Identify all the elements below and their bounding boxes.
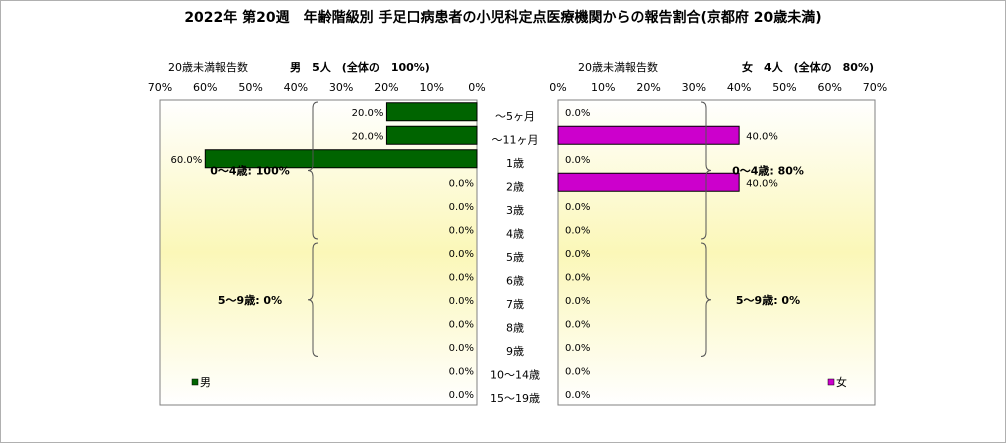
category-label: 6歳 xyxy=(506,274,524,287)
left-tick-label: 60% xyxy=(193,81,217,94)
right-data-label: 0.0% xyxy=(565,296,590,307)
right-data-label: 0.0% xyxy=(565,343,590,354)
right-tick-label: 30% xyxy=(682,81,706,94)
right-legend-swatch xyxy=(827,378,835,386)
left-annotation-5-9: 5～9歳: 0% xyxy=(218,293,282,307)
left-annotation-0-4: 0～4歳: 100% xyxy=(210,164,290,178)
left-brace-0-4 xyxy=(307,101,319,240)
left-header-total: 男 5人 (全体の 100%) xyxy=(290,60,430,74)
left-data-label: 20.0% xyxy=(352,108,384,119)
left-tick-label: 40% xyxy=(284,81,308,94)
left-bar xyxy=(204,149,478,169)
left-tick-label: 0% xyxy=(468,81,485,94)
left-tick-label: 10% xyxy=(419,81,443,94)
right-header-total: 女 4人 (全体の 80%) xyxy=(742,60,874,74)
right-tick-label: 40% xyxy=(727,81,751,94)
right-data-label: 0.0% xyxy=(565,225,590,236)
category-label: 15～19歳 xyxy=(490,392,540,405)
left-tick-label: 20% xyxy=(374,81,398,94)
category-label: ～5ヶ月 xyxy=(495,110,535,123)
left-data-label: 0.0% xyxy=(449,225,474,236)
category-label: 8歳 xyxy=(506,321,524,334)
right-tick-label: 20% xyxy=(636,81,660,94)
right-tick-label: 0% xyxy=(549,81,566,94)
left-data-label: 0.0% xyxy=(449,178,474,189)
right-brace-0-4 xyxy=(700,101,712,240)
right-data-label: 0.0% xyxy=(565,390,590,401)
left-bar xyxy=(385,125,478,145)
left-data-label: 0.0% xyxy=(449,343,474,354)
category-label: 5歳 xyxy=(506,251,524,264)
left-data-label: 0.0% xyxy=(449,296,474,307)
right-data-label: 0.0% xyxy=(565,202,590,213)
category-label: 2歳 xyxy=(506,180,524,193)
right-annotation-0-4: 0～4歳: 80% xyxy=(732,164,804,178)
category-label: 1歳 xyxy=(506,157,524,170)
left-data-label: 0.0% xyxy=(449,366,474,377)
category-label: 7歳 xyxy=(506,298,524,311)
right-legend-label: 女 xyxy=(836,375,847,389)
left-data-label: 0.0% xyxy=(449,319,474,330)
category-label: 4歳 xyxy=(506,227,524,240)
right-data-label: 0.0% xyxy=(565,366,590,377)
right-tick-label: 50% xyxy=(772,81,796,94)
right-data-label: 0.0% xyxy=(565,272,590,283)
left-plot-area xyxy=(159,99,478,406)
right-tick-label: 70% xyxy=(863,81,887,94)
left-data-label: 0.0% xyxy=(449,202,474,213)
left-data-label: 20.0% xyxy=(352,131,384,142)
right-data-label: 0.0% xyxy=(565,249,590,260)
right-bar xyxy=(557,125,740,145)
left-data-label: 0.0% xyxy=(449,249,474,260)
category-label: 3歳 xyxy=(506,204,524,217)
left-tick-label: 30% xyxy=(329,81,353,94)
right-bar xyxy=(557,172,740,192)
right-data-label: 0.0% xyxy=(565,155,590,166)
right-plot-area xyxy=(557,99,876,406)
category-label: 10～14歳 xyxy=(490,368,540,381)
left-brace-5-9 xyxy=(307,242,319,357)
left-legend-swatch xyxy=(191,378,199,386)
right-data-label: 40.0% xyxy=(746,178,778,189)
right-data-label: 0.0% xyxy=(565,319,590,330)
right-data-label: 0.0% xyxy=(565,108,590,119)
left-data-label: 0.0% xyxy=(449,272,474,283)
left-header-count-label: 20歳未満報告数 xyxy=(168,61,248,74)
left-legend-label: 男 xyxy=(200,376,211,389)
category-label: ～11ヶ月 xyxy=(492,133,539,146)
chart-title: 2022年 第20週 年齢階級別 手足口病患者の小児科定点医療機関からの報告割合… xyxy=(184,9,821,26)
right-tick-label: 60% xyxy=(817,81,841,94)
left-data-label: 0.0% xyxy=(449,390,474,401)
left-bar xyxy=(385,102,478,122)
left-data-label: 60.0% xyxy=(171,155,203,166)
right-brace-5-9 xyxy=(700,242,712,357)
right-tick-label: 10% xyxy=(591,81,615,94)
left-tick-label: 50% xyxy=(238,81,262,94)
left-tick-label: 70% xyxy=(148,81,172,94)
category-label: 9歳 xyxy=(506,345,524,358)
right-annotation-5-9: 5～9歳: 0% xyxy=(736,293,800,307)
right-data-label: 40.0% xyxy=(746,131,778,142)
right-header-count-label: 20歳未満報告数 xyxy=(578,61,658,74)
